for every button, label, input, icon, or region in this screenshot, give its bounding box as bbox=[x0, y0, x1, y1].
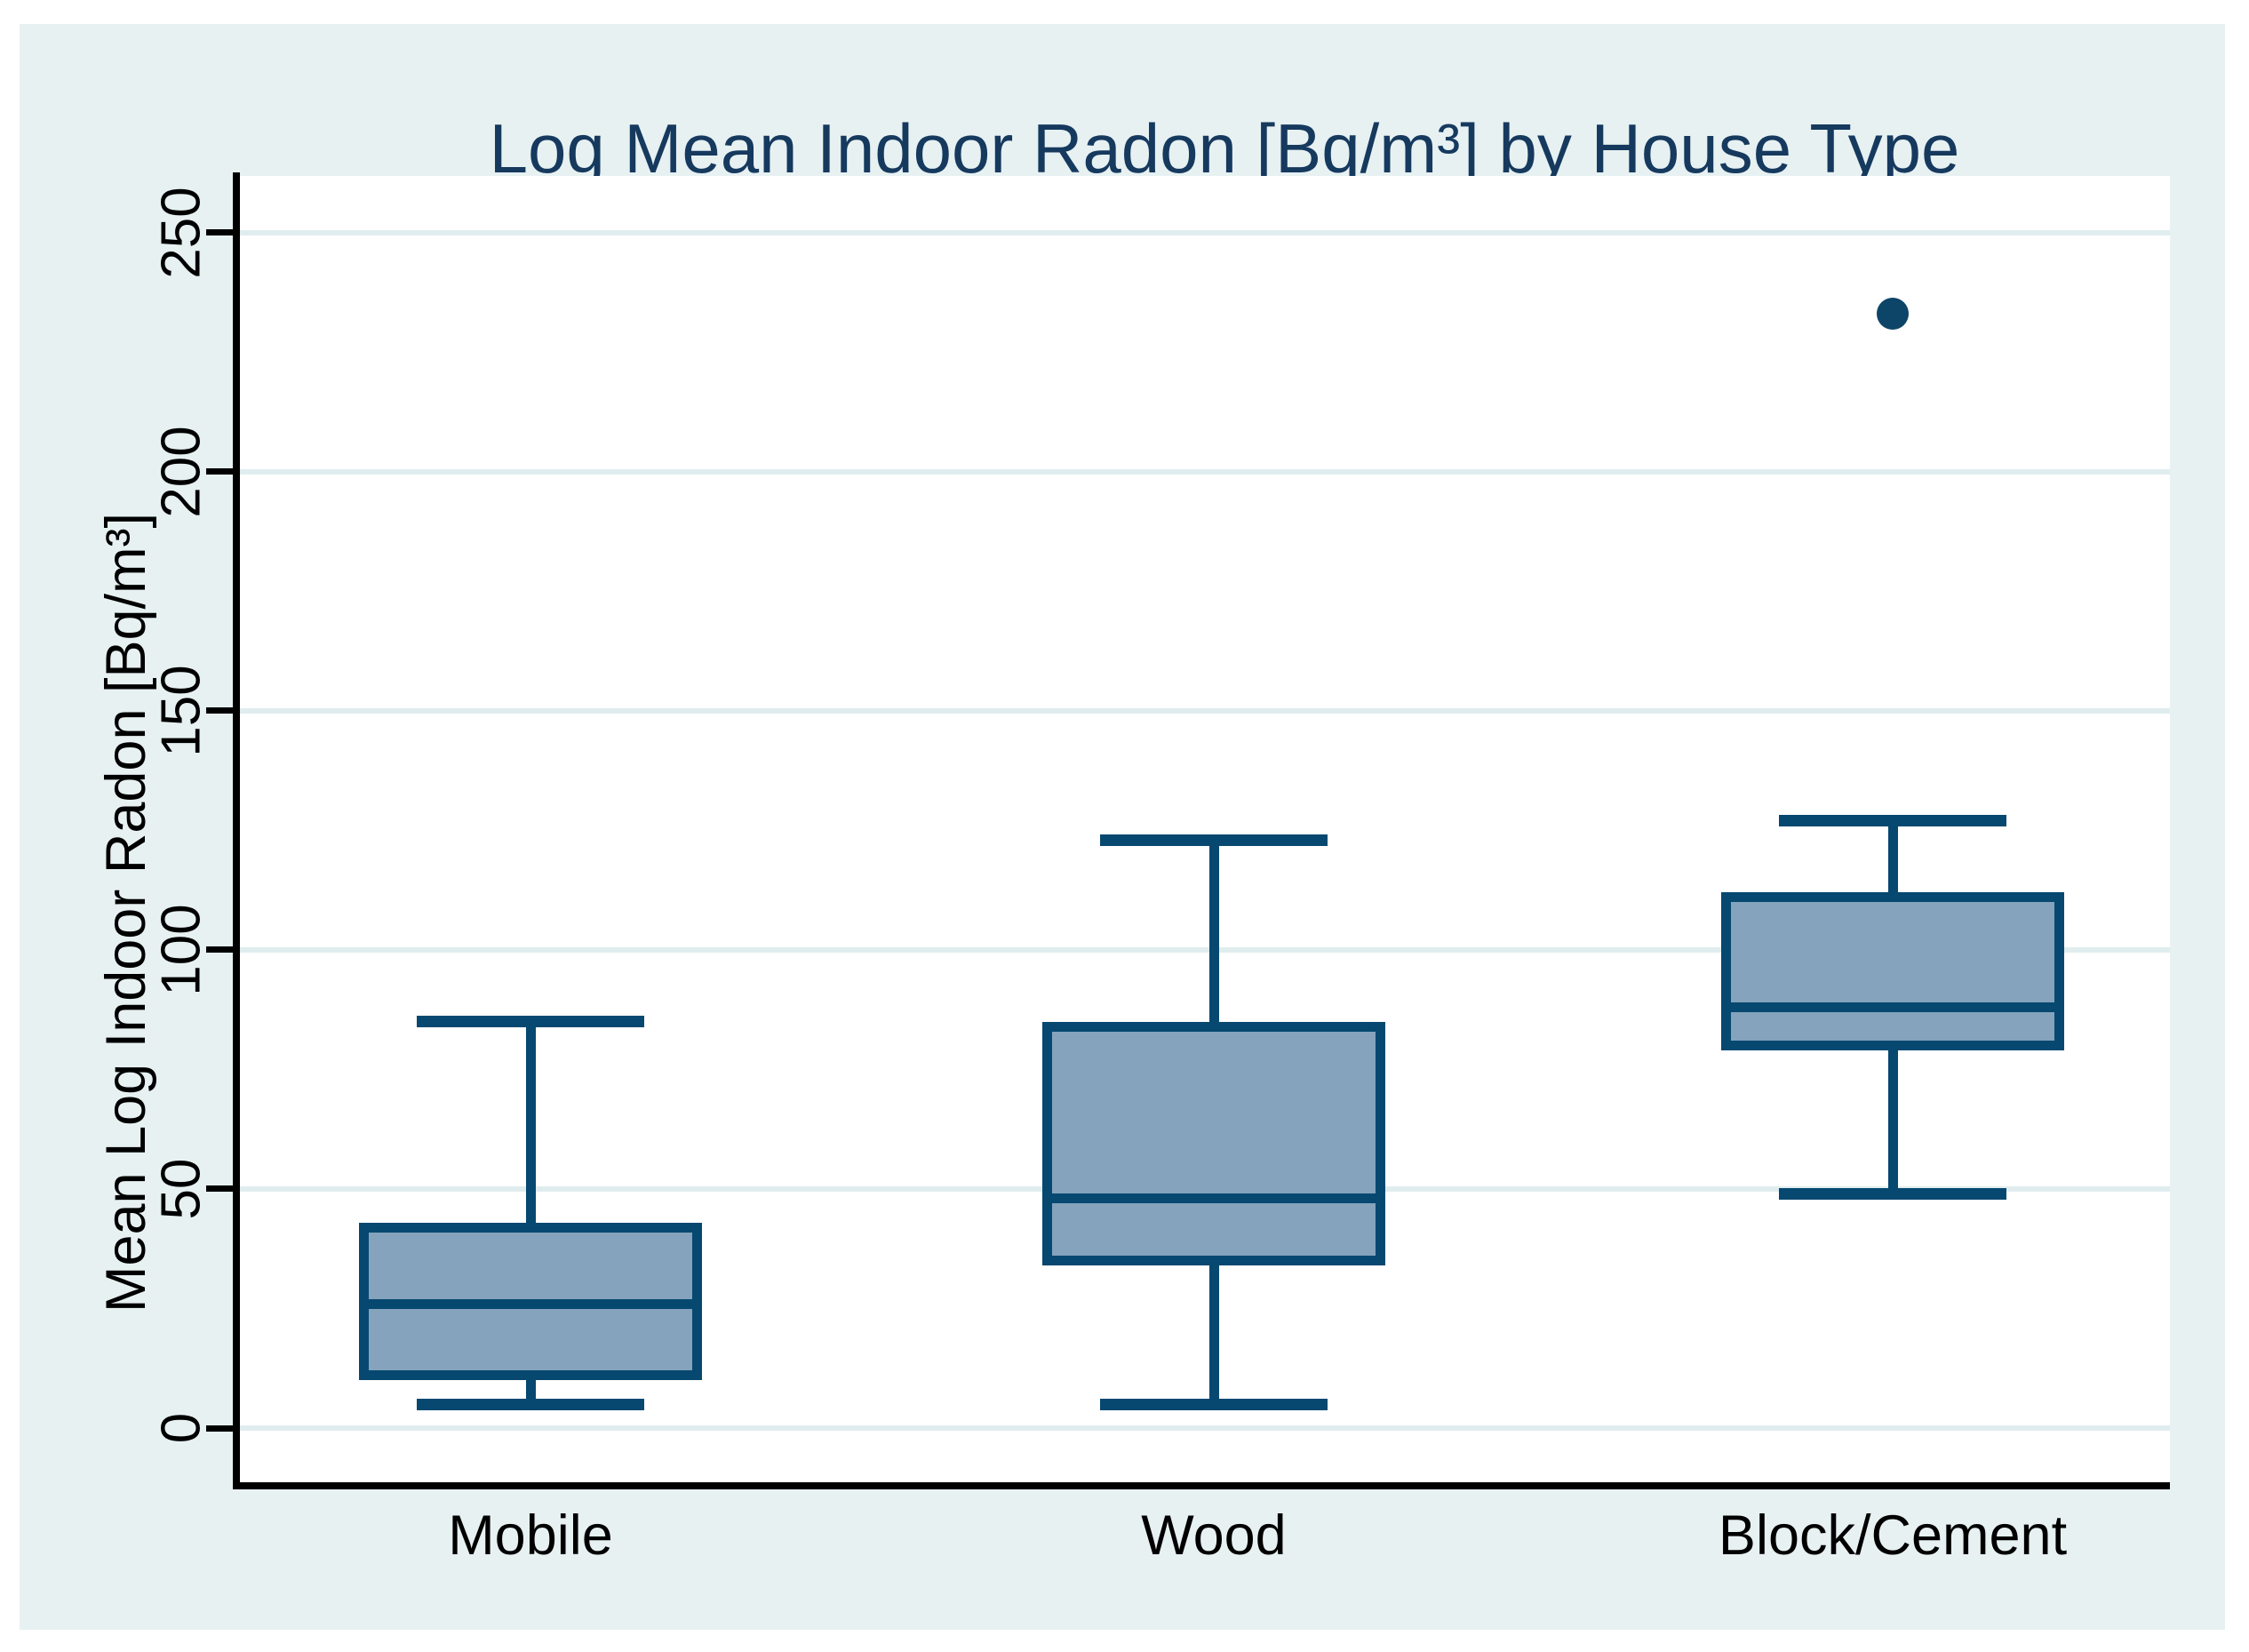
x-axis-line bbox=[233, 1482, 2170, 1489]
y-tick-mark bbox=[206, 707, 240, 714]
y-tick-label: 100 bbox=[150, 904, 212, 996]
y-tick-label: 200 bbox=[150, 426, 212, 518]
median-line bbox=[359, 1298, 702, 1309]
box-iqr bbox=[1721, 892, 2064, 1050]
x-category-label: Wood bbox=[1141, 1504, 1287, 1567]
lower-whisker-cap bbox=[417, 1398, 644, 1410]
lower-whisker-cap bbox=[1100, 1398, 1328, 1410]
upper-whisker-line bbox=[1887, 820, 1898, 893]
y-tick-mark bbox=[206, 1425, 240, 1432]
median-line bbox=[1042, 1193, 1385, 1204]
lower-whisker-line bbox=[1887, 1049, 1898, 1194]
upper-whisker-line bbox=[525, 1021, 536, 1223]
y-tick-mark bbox=[206, 229, 240, 236]
outlier-dot bbox=[1877, 298, 1909, 331]
box-iqr bbox=[1042, 1021, 1385, 1266]
y-axis-line bbox=[233, 172, 240, 1489]
median-line bbox=[1721, 1002, 2064, 1012]
y-gridline bbox=[240, 1425, 2170, 1431]
y-tick-label: 250 bbox=[150, 187, 212, 279]
y-tick-label: 50 bbox=[150, 1158, 212, 1220]
y-tick-label: 0 bbox=[150, 1412, 212, 1444]
y-tick-label: 150 bbox=[150, 665, 212, 757]
upper-whisker-cap bbox=[1100, 834, 1328, 846]
y-axis-title: Mean Log Indoor Radon [Bq/m³] bbox=[95, 512, 157, 1313]
lower-whisker-cap bbox=[1779, 1187, 2006, 1200]
y-gridline bbox=[240, 946, 2170, 953]
y-gridline bbox=[240, 229, 2170, 235]
lower-whisker-line bbox=[525, 1380, 536, 1405]
upper-whisker-line bbox=[1208, 840, 1219, 1022]
y-tick-mark bbox=[206, 946, 240, 954]
upper-whisker-cap bbox=[417, 1016, 644, 1028]
x-category-label: Mobile bbox=[448, 1504, 613, 1567]
x-category-label: Block/Cement bbox=[1718, 1504, 2068, 1567]
y-tick-mark bbox=[206, 1185, 240, 1193]
y-tick-mark bbox=[206, 468, 240, 475]
chart-title: Log Mean Indoor Radon [Bq/m³] by House T… bbox=[489, 109, 1960, 188]
y-gridline bbox=[240, 468, 2170, 475]
lower-whisker-line bbox=[1208, 1265, 1219, 1405]
y-gridline bbox=[240, 707, 2170, 714]
upper-whisker-cap bbox=[1779, 815, 2006, 827]
